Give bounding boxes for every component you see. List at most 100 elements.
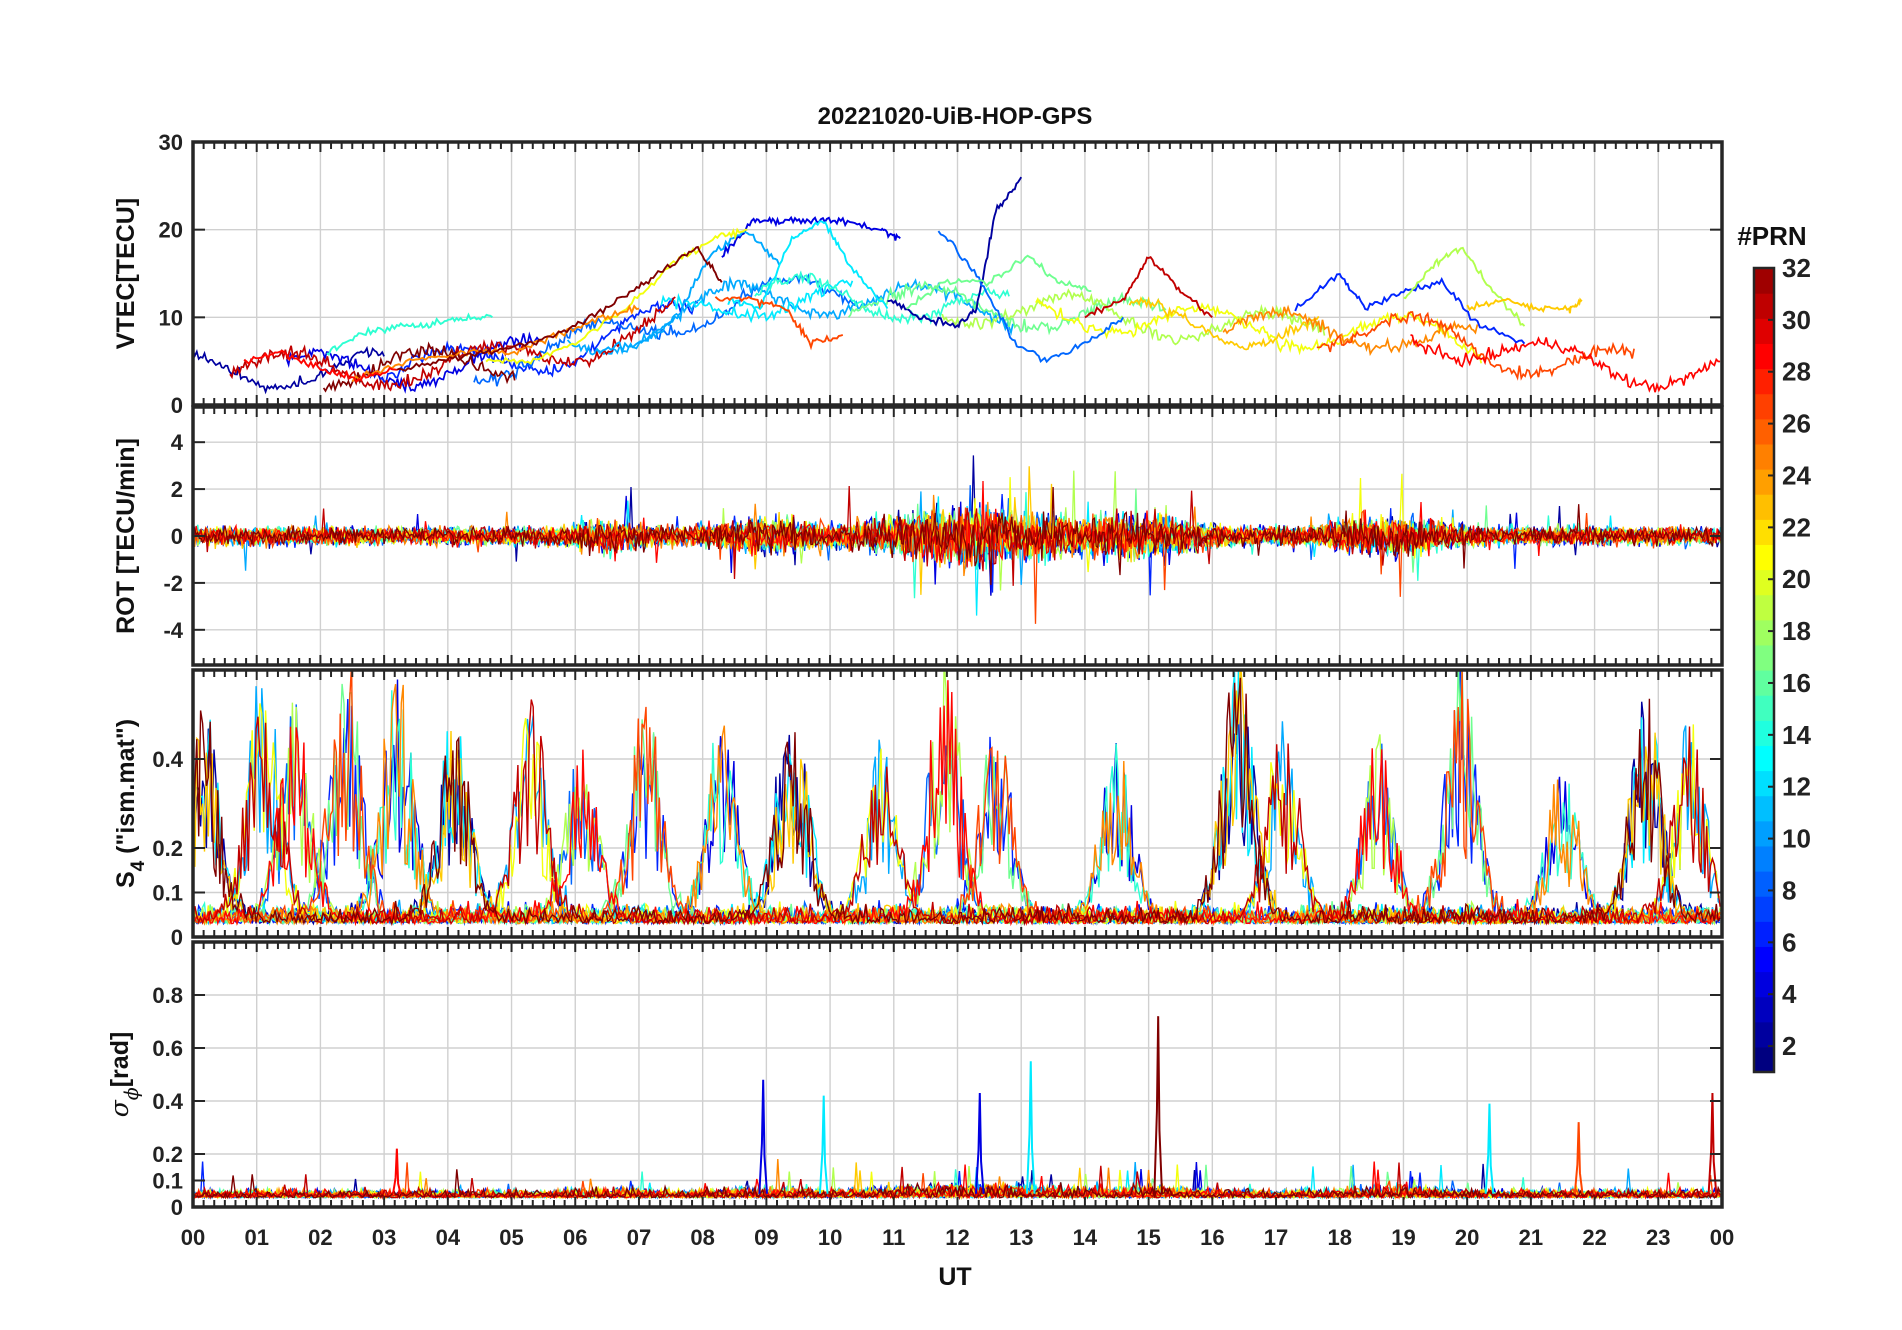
y-axis-label-s4: S4 ("ism.mat") xyxy=(112,719,149,888)
x-tick-label: 19 xyxy=(1391,1225,1415,1250)
rot-series-prn-32 xyxy=(193,486,1722,586)
x-tick-label: 21 xyxy=(1519,1225,1543,1250)
y-axis-label-sigphi: σϕ[rad] xyxy=(105,1032,143,1118)
colorbar-band xyxy=(1754,996,1774,1023)
y-tick-label-rot: 2 xyxy=(171,477,183,502)
x-tick-label: 15 xyxy=(1136,1225,1160,1250)
colorbar-tick-label: 4 xyxy=(1782,979,1797,1009)
colorbar-band xyxy=(1754,469,1774,495)
series-s4 xyxy=(193,670,1721,927)
colorbar-tick-label: 18 xyxy=(1782,616,1811,646)
vtec-trace-base xyxy=(1316,311,1635,381)
colorbar-tick-label: 26 xyxy=(1782,409,1811,439)
vtec-trace-base xyxy=(1128,296,1320,351)
vtec-series-prn-4 xyxy=(721,215,901,258)
y-axis-label-rot: ROT [TECU/min] xyxy=(112,438,140,634)
colorbar-band xyxy=(1754,343,1774,370)
x-ticks-sigphi xyxy=(192,942,1723,1208)
colorbar-tick-label: 10 xyxy=(1782,824,1811,854)
series-sigphi xyxy=(193,1016,1721,1201)
x-axis-label: UT xyxy=(938,1263,971,1291)
colorbar-band xyxy=(1754,1021,1774,1048)
vtec-series-prn-16 xyxy=(905,254,1092,310)
colorbar-band xyxy=(1754,946,1774,973)
x-tick-label: 08 xyxy=(690,1225,714,1250)
x-tick-label: 22 xyxy=(1582,1225,1606,1250)
colorbar-band xyxy=(1754,971,1774,998)
vtec-series-prn-10 xyxy=(593,230,780,355)
vtec-series-prn-12 xyxy=(727,220,889,311)
colorbar-band xyxy=(1754,670,1774,696)
colorbar-band xyxy=(1754,594,1774,621)
x-tick-label: 23 xyxy=(1646,1225,1670,1250)
colorbar-band xyxy=(1754,644,1774,671)
x-tick-label: 05 xyxy=(499,1225,523,1250)
rot-series-prn-30 xyxy=(193,485,1722,586)
x-tick-label: 03 xyxy=(372,1225,396,1250)
sigphi-spike xyxy=(974,1093,985,1194)
x-ticks-rot xyxy=(192,407,1723,665)
sigphi-spike xyxy=(1707,1093,1718,1194)
colorbar-band xyxy=(1754,1046,1774,1073)
y-tick-label-sigphi: 0.6 xyxy=(152,1036,183,1061)
colorbar-tick-label: 8 xyxy=(1782,875,1796,905)
x-tick-label: 02 xyxy=(308,1225,332,1250)
colorbar-band xyxy=(1754,519,1774,545)
x-tick-label: 09 xyxy=(754,1225,778,1250)
y-tick-label-s4: 0.4 xyxy=(152,747,183,772)
x-tick-label: 12 xyxy=(945,1225,969,1250)
colorbar-tick-label: 16 xyxy=(1782,668,1811,698)
y-tick-label-vtec: 20 xyxy=(159,218,183,243)
colorbar-band xyxy=(1754,896,1774,922)
y-tick-label-s4: 0.2 xyxy=(152,836,183,861)
y-tick-label-rot: 0 xyxy=(171,524,183,549)
vtec-trace-base xyxy=(1410,334,1721,393)
chart-title: 20221020-UiB-HOP-GPS xyxy=(818,103,1093,130)
y-tick-label-sigphi: 0.2 xyxy=(152,1142,183,1167)
colorbar-band xyxy=(1754,871,1774,897)
vtec-series-prn-8 xyxy=(937,230,1124,364)
x-tick-label: 13 xyxy=(1009,1225,1033,1250)
sigphi-spike xyxy=(1573,1122,1584,1194)
y-tick-label-rot: -4 xyxy=(163,618,183,643)
series-rot xyxy=(193,455,1722,624)
colorbar-band xyxy=(1754,494,1774,520)
colorbar-tick-label: 32 xyxy=(1782,253,1811,283)
s4-series-prn-32 xyxy=(193,677,1721,927)
vtec-trace-base xyxy=(229,296,676,392)
vtec-series-prn-26 xyxy=(714,296,844,351)
colorbar-band xyxy=(1754,795,1774,822)
colorbar-band xyxy=(1754,318,1774,344)
x-tick-label: 17 xyxy=(1264,1225,1288,1250)
x-tick-label: 20 xyxy=(1455,1225,1479,1250)
x-tick-label: 16 xyxy=(1200,1225,1224,1250)
x-tick-label: 11 xyxy=(882,1225,905,1250)
vtec-series-prn-32 xyxy=(396,245,723,372)
vtec-series-prn-18 xyxy=(1403,246,1526,327)
colorbar-band xyxy=(1754,619,1774,646)
sigphi-spike xyxy=(818,1095,829,1194)
sigphi-spike xyxy=(1484,1103,1495,1194)
x-tick-label: 00 xyxy=(181,1225,205,1250)
colorbar-band xyxy=(1754,268,1774,294)
y-tick-label-s4: 0.1 xyxy=(152,881,183,906)
vtec-trace-base xyxy=(660,279,854,324)
colorbar-band xyxy=(1754,293,1774,319)
vtec-trace-base xyxy=(941,288,1326,346)
vtec-series-prn-30 xyxy=(1084,256,1213,319)
colorbar-tick-label: 30 xyxy=(1782,305,1811,335)
y-tick-label-sigphi: 0 xyxy=(171,1195,183,1220)
vtec-series-prn-22 xyxy=(1466,297,1583,314)
vtec-series-prn-20 xyxy=(485,227,748,365)
vtec-series-prn-28 xyxy=(243,349,398,384)
x-tick-label: 01 xyxy=(244,1225,268,1250)
x-tick-label: 04 xyxy=(436,1225,461,1250)
series-vtec xyxy=(193,176,1721,395)
x-tick-label: 00 xyxy=(1710,1225,1734,1250)
grid-sigphi xyxy=(192,942,1723,1208)
colorbar-band xyxy=(1754,745,1774,772)
colorbar-band xyxy=(1754,695,1774,721)
panel-sigphi: 00.10.2 0.4 0.6 0.8 σϕ[rad] xyxy=(105,940,1724,1220)
